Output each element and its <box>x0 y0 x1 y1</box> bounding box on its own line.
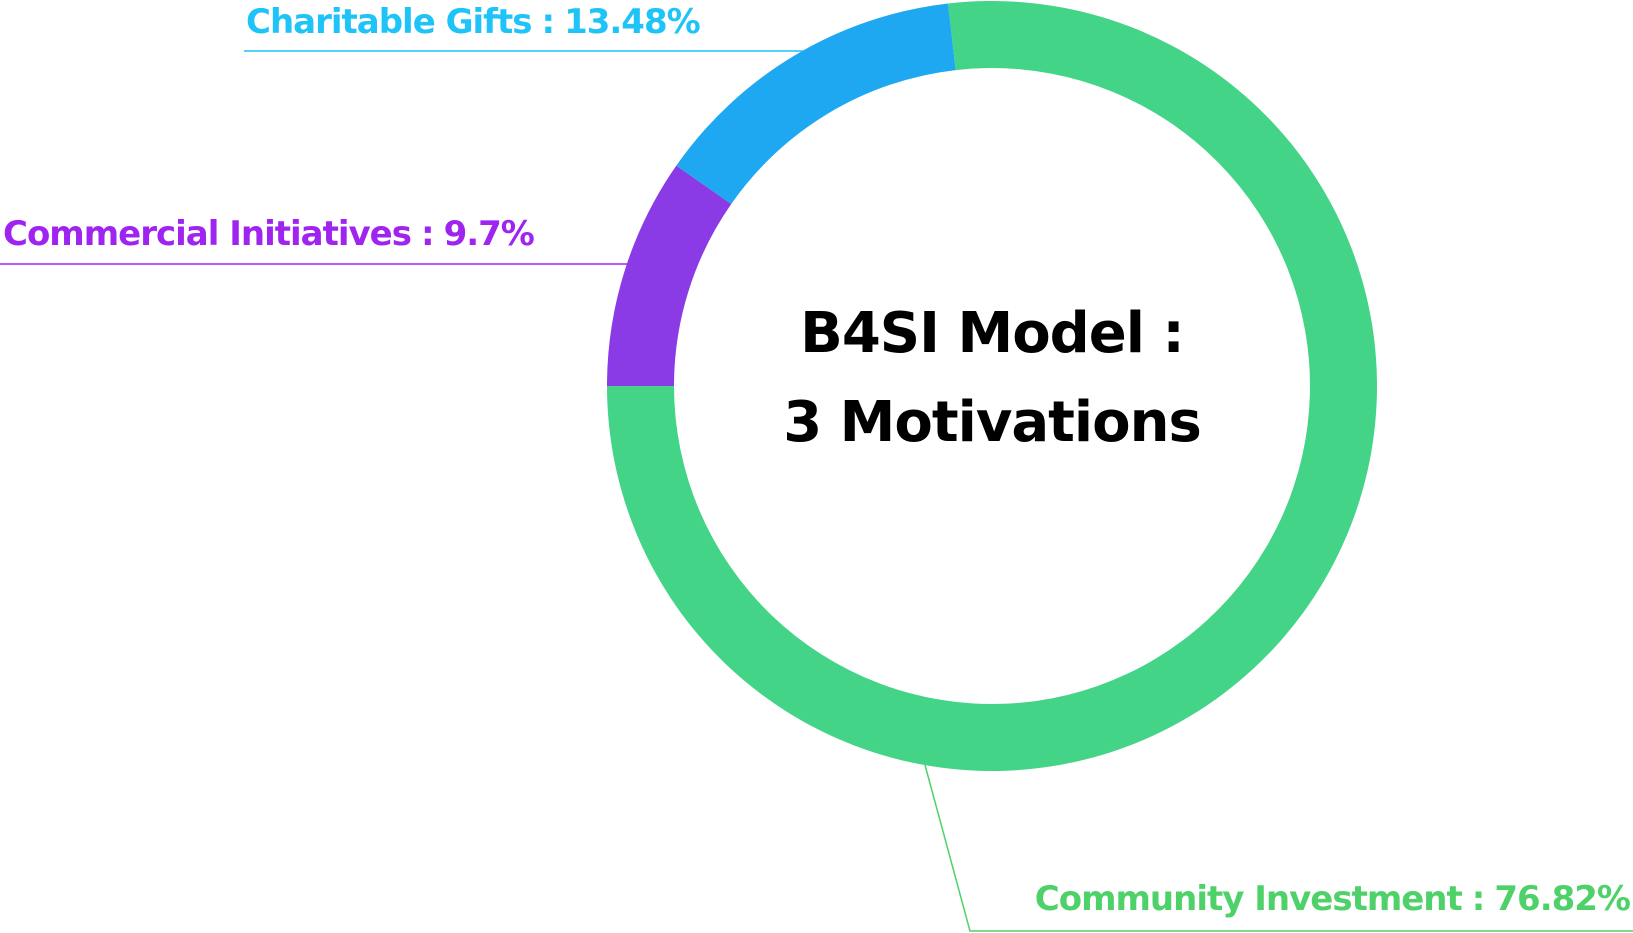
donut-slice <box>607 165 732 386</box>
leader-line <box>924 764 1633 932</box>
center-subtitle: 3 Motivations <box>783 390 1201 455</box>
slice-label: Commercial Initiatives:9.7% <box>3 214 534 254</box>
center-title: B4SI Model : <box>800 301 1184 366</box>
value-label: 76.82% <box>1494 879 1630 919</box>
slice-label: Charitable Gifts:13.48% <box>246 2 700 42</box>
category-name: Community Investment <box>1035 879 1463 919</box>
separator: : <box>541 2 554 42</box>
separator: : <box>421 214 434 254</box>
slice-label: Community Investment:76.82% <box>1035 879 1630 919</box>
category-name: Commercial Initiatives <box>3 214 411 254</box>
donut-slice <box>676 3 956 204</box>
value-label: 13.48% <box>564 2 700 42</box>
category-name: Charitable Gifts <box>246 2 531 42</box>
separator: : <box>1472 879 1485 919</box>
value-label: 9.7% <box>444 214 534 254</box>
